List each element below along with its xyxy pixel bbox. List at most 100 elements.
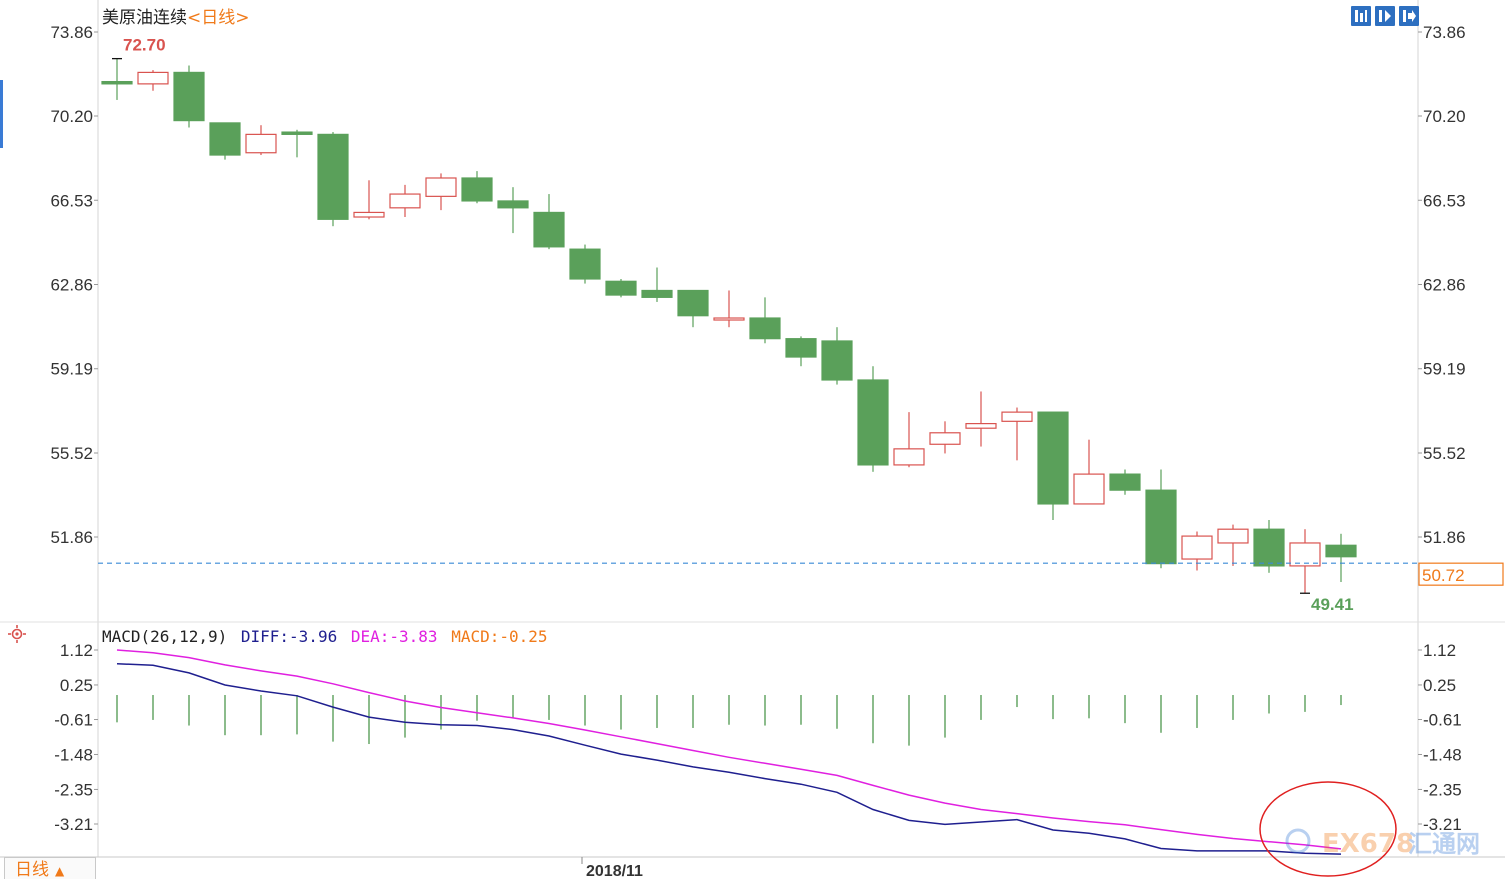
candle-body: [785, 338, 817, 358]
candle: [857, 366, 889, 472]
candle: [1109, 469, 1141, 495]
candle: [317, 132, 349, 227]
candle-body: [1253, 528, 1285, 567]
macd-tick-right: -2.35: [1423, 780, 1462, 799]
macd-tick-right: -1.48: [1423, 745, 1462, 764]
price-axis-left: 73.86 70.20 66.53 62.86 59.19 55.52 51.86: [50, 23, 98, 547]
watermark: EX678 汇通网: [1285, 828, 1480, 859]
watermark-brand-cn: 汇通网: [1408, 830, 1480, 858]
candle: [461, 171, 493, 204]
period-tab-label: 日线: [15, 860, 49, 880]
period-tab[interactable]: 日线 ▲: [4, 857, 96, 880]
macd-tick-right: -3.21: [1423, 815, 1462, 834]
candle: [785, 336, 817, 367]
candle: [353, 180, 385, 220]
date-label: 2018/11: [586, 863, 643, 879]
candle: [245, 125, 277, 156]
candle-body: [605, 280, 637, 296]
macd-tick-left: 0.25: [60, 676, 93, 695]
macd-tick-right: 0.25: [1423, 676, 1456, 695]
price-tick-right: 59.19: [1423, 360, 1466, 379]
candle: [1325, 533, 1357, 582]
candle-body: [101, 80, 133, 85]
candle: [929, 421, 961, 454]
price-tick-left: 73.86: [50, 23, 93, 42]
candle: [137, 70, 169, 91]
diff-line: [116, 662, 1342, 855]
dea-line: [116, 649, 1342, 850]
macd-tick-left: 1.12: [60, 641, 93, 660]
candle: [677, 289, 709, 328]
candle-body: [641, 289, 673, 298]
period-bracket-close: >: [235, 8, 249, 28]
diff-value: DIFF:-3.96: [241, 627, 337, 646]
period-label: 日线: [201, 8, 235, 28]
candle-body: [857, 379, 889, 466]
candle-body: [533, 211, 565, 248]
candle: [1073, 439, 1105, 505]
dea-value: DEA:-3.83: [351, 627, 438, 646]
candle-body: [893, 448, 925, 466]
price-tick-right: 66.53: [1423, 191, 1466, 210]
macd-tick-left: -0.61: [54, 711, 93, 730]
macd-value: MACD:-0.25: [451, 627, 547, 646]
candle-body: [965, 423, 997, 429]
layout-icon[interactable]: [1351, 6, 1371, 26]
candle-body: [353, 211, 385, 218]
price-tick-left: 62.86: [50, 276, 93, 295]
candle-body: [1145, 489, 1177, 565]
chart-type-icon[interactable]: [1375, 6, 1395, 26]
candle-body: [425, 177, 457, 197]
macd-tick-left: -3.21: [54, 815, 93, 834]
candle: [1037, 411, 1069, 521]
candle: [533, 194, 565, 250]
candle-body: [461, 177, 493, 202]
candle-body: [821, 340, 853, 381]
candle: [1145, 469, 1177, 569]
annotation-circle: [1259, 781, 1397, 877]
candle-body: [713, 317, 745, 321]
candle-body: [1289, 542, 1321, 567]
candle-body: [209, 122, 241, 156]
candle: [1217, 524, 1249, 566]
settings-icon[interactable]: [8, 625, 26, 643]
candles-layer: [101, 58, 1357, 594]
candle-body: [749, 317, 781, 340]
last-price-label: 50.72: [1422, 566, 1465, 585]
candle: [389, 184, 421, 218]
low-price-label: 49.41: [1311, 595, 1354, 614]
candle: [1181, 531, 1213, 571]
candle-body: [1037, 411, 1069, 505]
candle: [605, 278, 637, 298]
candle: [497, 187, 529, 234]
price-tick-left: 55.52: [50, 444, 93, 463]
price-tick-right: 51.86: [1423, 528, 1466, 547]
candle: [281, 129, 313, 158]
candle: [425, 173, 457, 211]
candle-body: [1217, 528, 1249, 544]
candle-body: [1001, 411, 1033, 422]
macd-axis-right: 1.12 0.25 -0.61 -1.48 -2.35 -3.21: [1418, 641, 1462, 834]
high-low-markers: [112, 57, 1310, 594]
price-tick-left: 59.19: [50, 360, 93, 379]
candle: [101, 58, 133, 100]
candle-body: [929, 432, 961, 445]
macd-legend: MACD(26,12,9) DIFF:-3.96 DEA:-3.83 MACD:…: [102, 627, 548, 646]
candle-body: [281, 131, 313, 135]
candle: [1253, 520, 1285, 573]
candle-body: [1109, 473, 1141, 491]
macd-tick-right: -0.61: [1423, 711, 1462, 730]
expand-icon[interactable]: [1399, 6, 1419, 26]
price-tick-right: 70.20: [1423, 107, 1466, 126]
macd-tick-left: -1.48: [54, 745, 93, 764]
candle: [749, 297, 781, 344]
candle: [173, 65, 205, 128]
macd-histogram: [116, 695, 1342, 746]
svg-text:美原油连续<日线>: 美原油连续<日线>: [102, 8, 250, 28]
candle: [893, 412, 925, 468]
candle-body: [137, 71, 169, 85]
price-tick-right: 73.86: [1423, 23, 1466, 42]
price-tick-left: 70.20: [50, 107, 93, 126]
